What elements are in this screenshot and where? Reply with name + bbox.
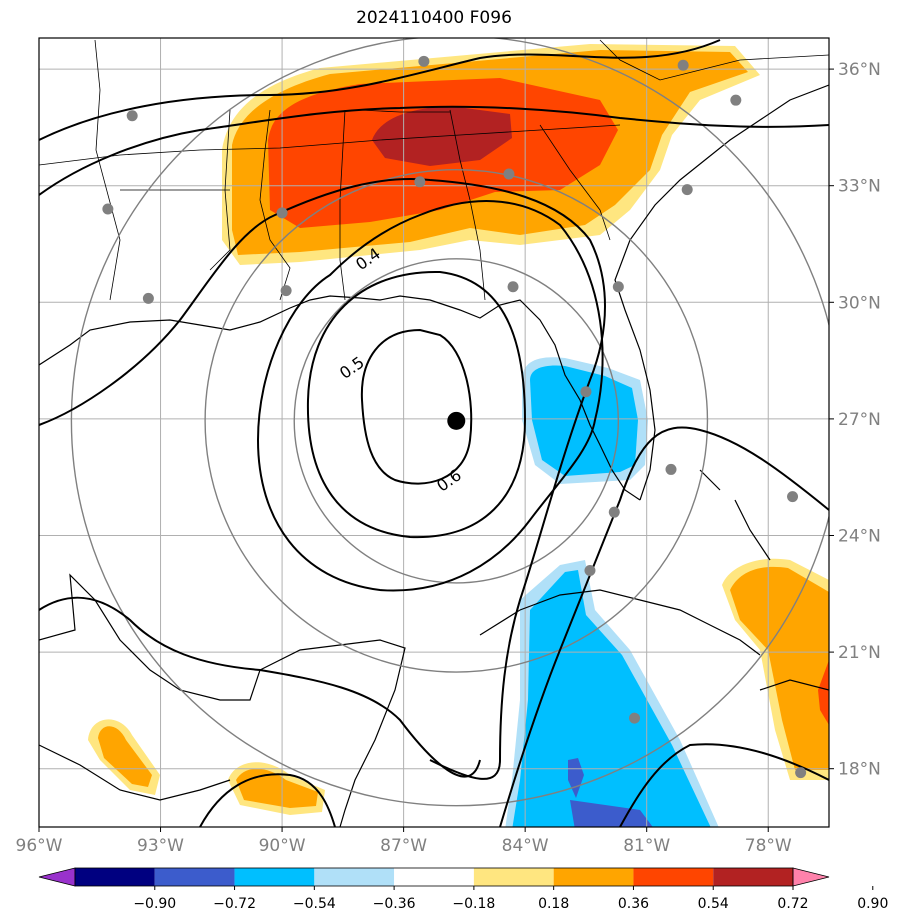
- latitude-tick-label: 33°N: [838, 177, 881, 197]
- mexico-coast-line: [39, 573, 406, 827]
- gulf-coast-line: [39, 295, 641, 501]
- station-marker: [418, 55, 430, 67]
- contour-label: 0.6: [433, 465, 465, 495]
- colorbar-extend-low: [38, 867, 76, 887]
- contour-02: [39, 105, 829, 196]
- station-marker: [677, 59, 689, 71]
- bahamas-coast-line: [699, 469, 771, 561]
- shaded-field-layer: [88, 44, 829, 827]
- colorbar-bin: [394, 868, 474, 886]
- station-layer: [102, 55, 807, 779]
- colorbar-tick-label: 0.18: [538, 896, 569, 912]
- station-marker: [629, 712, 641, 724]
- colorbar-bin: [553, 868, 634, 886]
- station-marker: [503, 168, 515, 180]
- colorbar-outline: [74, 867, 794, 887]
- station-marker: [102, 203, 114, 215]
- station-marker: [608, 506, 620, 518]
- yucatan-coast-line: [39, 744, 231, 801]
- longitude-tick-label: 93°W: [137, 836, 184, 856]
- colorbar: −0.90 −0.72 −0.54 −0.36 −0.18 0.18 0.36 0.54 0.7…: [38, 867, 888, 912]
- station-marker: [730, 94, 742, 106]
- hispaniola-coast-line: [759, 679, 829, 691]
- colorbar-tick-label: −0.36: [373, 896, 416, 912]
- east-positive-072: [818, 660, 829, 725]
- range-ring: [70, 38, 829, 807]
- contour-layer: [39, 39, 829, 827]
- longitude-tick-label: 96°W: [16, 836, 63, 856]
- colorbar-tick-label: −0.18: [452, 896, 495, 912]
- station-marker: [280, 285, 292, 297]
- colorbar-bin: [154, 868, 235, 886]
- station-marker: [580, 386, 592, 398]
- contour-caribbean: [619, 743, 829, 827]
- map-title: 2024110400 F096: [356, 8, 512, 28]
- latitude-axis: 36°N 33°N 30°N 27°N 24°N 21°N 18°N: [829, 60, 881, 780]
- station-marker: [681, 184, 693, 196]
- cuba-coast-line: [479, 589, 761, 656]
- latitude-tick-label: 30°N: [838, 293, 881, 313]
- station-marker: [414, 176, 426, 188]
- mexico-positive-054-1: [98, 726, 152, 787]
- colorbar-tick-label: −0.72: [213, 896, 256, 912]
- colorbar-tick-label: 0.90: [857, 896, 888, 912]
- caribbean-negative-054: [570, 800, 653, 827]
- colorbar-bin: [633, 868, 714, 886]
- station-marker: [142, 292, 154, 304]
- latitude-tick-label: 21°N: [838, 643, 881, 663]
- range-rings: [70, 38, 829, 807]
- map-frame: [38, 37, 830, 828]
- contour-east: [499, 426, 829, 827]
- station-marker: [276, 207, 288, 219]
- storm-center-marker: [447, 411, 466, 430]
- longitude-tick-label: 84°W: [502, 836, 549, 856]
- station-marker: [665, 463, 677, 475]
- station-marker: [612, 281, 624, 293]
- colorbar-tick-label: 0.72: [777, 896, 808, 912]
- longitude-axis: 96°W 93°W 90°W 87°W 84°W 81°W 78°W: [16, 827, 792, 856]
- station-marker: [507, 281, 519, 293]
- latitude-tick-label: 24°N: [838, 526, 881, 546]
- contour-yucatan: [199, 773, 336, 827]
- longitude-tick-label: 78°W: [745, 836, 792, 856]
- latitude-tick-label: 18°N: [838, 760, 881, 780]
- east-positive-054: [730, 566, 829, 770]
- contour-04: [256, 200, 604, 592]
- range-ring: [293, 258, 620, 584]
- station-marker: [787, 491, 799, 503]
- colorbar-bin: [234, 868, 315, 886]
- colorbar-tick-label: 0.54: [698, 896, 729, 912]
- colorbar-tick-label: 0.36: [618, 896, 649, 912]
- longitude-tick-label: 90°W: [259, 836, 306, 856]
- colorbar-tick-label: −0.90: [133, 896, 176, 912]
- contour-05: [306, 270, 527, 539]
- station-marker: [584, 564, 596, 576]
- contour-06-inner: [360, 328, 473, 485]
- colorbar-bin: [713, 868, 793, 886]
- colorbar-tick-label: −0.54: [293, 896, 336, 912]
- station-marker: [126, 110, 138, 122]
- longitude-tick-label: 87°W: [380, 836, 427, 856]
- latitude-tick-label: 36°N: [838, 60, 881, 80]
- station-marker: [795, 767, 807, 779]
- colorbar-bin: [314, 868, 395, 886]
- contour-mexico: [39, 596, 481, 778]
- colorbar-bin: [473, 868, 554, 886]
- range-ring: [204, 168, 709, 673]
- colorbar-extend-high: [792, 867, 830, 887]
- florida-negative-036: [530, 365, 638, 476]
- caribbean-negative-036: [512, 570, 711, 827]
- mexico-positive-054-2: [236, 768, 318, 808]
- longitude-tick-label: 81°W: [623, 836, 670, 856]
- colorbar-bin: [75, 868, 155, 886]
- contour-north: [39, 39, 721, 141]
- contour-03: [39, 178, 606, 780]
- contour-labels: 0.40.50.6: [336, 244, 465, 496]
- latitude-tick-label: 27°N: [838, 410, 881, 430]
